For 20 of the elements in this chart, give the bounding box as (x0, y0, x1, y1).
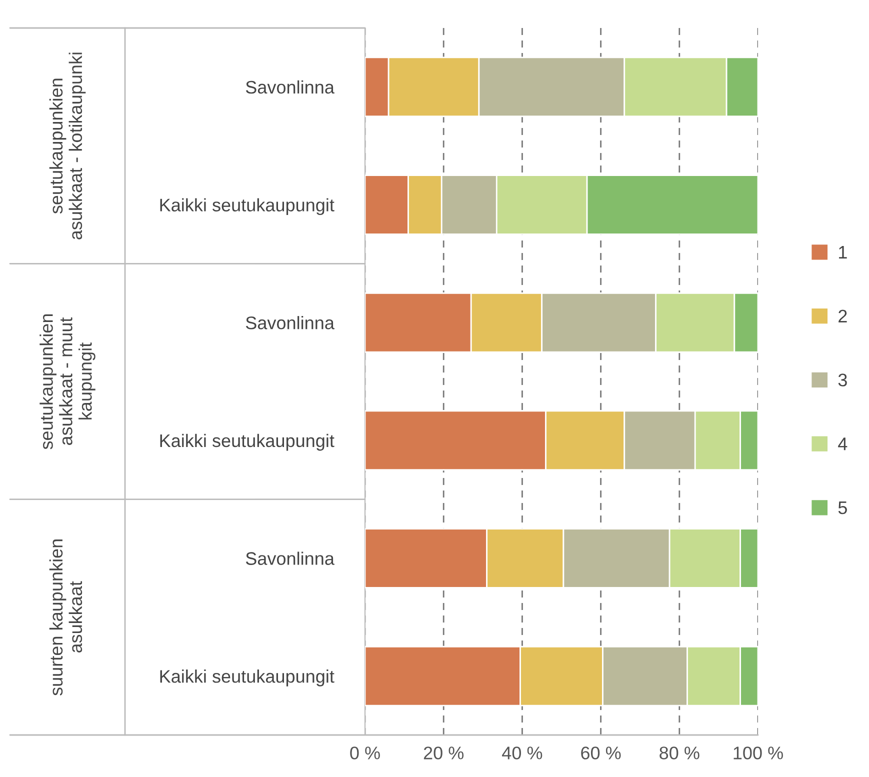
text: suurten kaupunkien asukkaat (49, 540, 82, 696)
x-tick-label: 0 % (350, 746, 380, 760)
legend-label: 5 (838, 502, 847, 514)
legend-label: 4 (838, 438, 848, 450)
text: seutukaupunkien asukkaat - kotikaupunki (49, 52, 86, 240)
legend-label: 1 (839, 246, 847, 258)
y-tick-label: Savonlinna (246, 316, 334, 330)
legend-label: 2 (838, 310, 847, 322)
y-tick-label: Kaikki seutukaupungit (160, 670, 334, 686)
y-tick-label: Savonlinna (246, 552, 334, 565)
text: seutukaupunkien asukkaat - muut kaupungit (40, 314, 96, 450)
y-tick-label: Kaikki seutukaupungit (160, 434, 334, 451)
y-tick-label: Savonlinna (246, 80, 334, 94)
x-tick-label: 60 % (581, 746, 621, 760)
x-tick-label: 40 % (502, 746, 542, 760)
x-tick-label: 100 % (734, 746, 783, 760)
legend-label: 3 (838, 374, 847, 386)
y-tick-label: Kaikki seutukaupungit (160, 198, 334, 216)
x-tick-label: 80 % (660, 746, 700, 760)
x-tick-label: 20 % (424, 746, 464, 760)
